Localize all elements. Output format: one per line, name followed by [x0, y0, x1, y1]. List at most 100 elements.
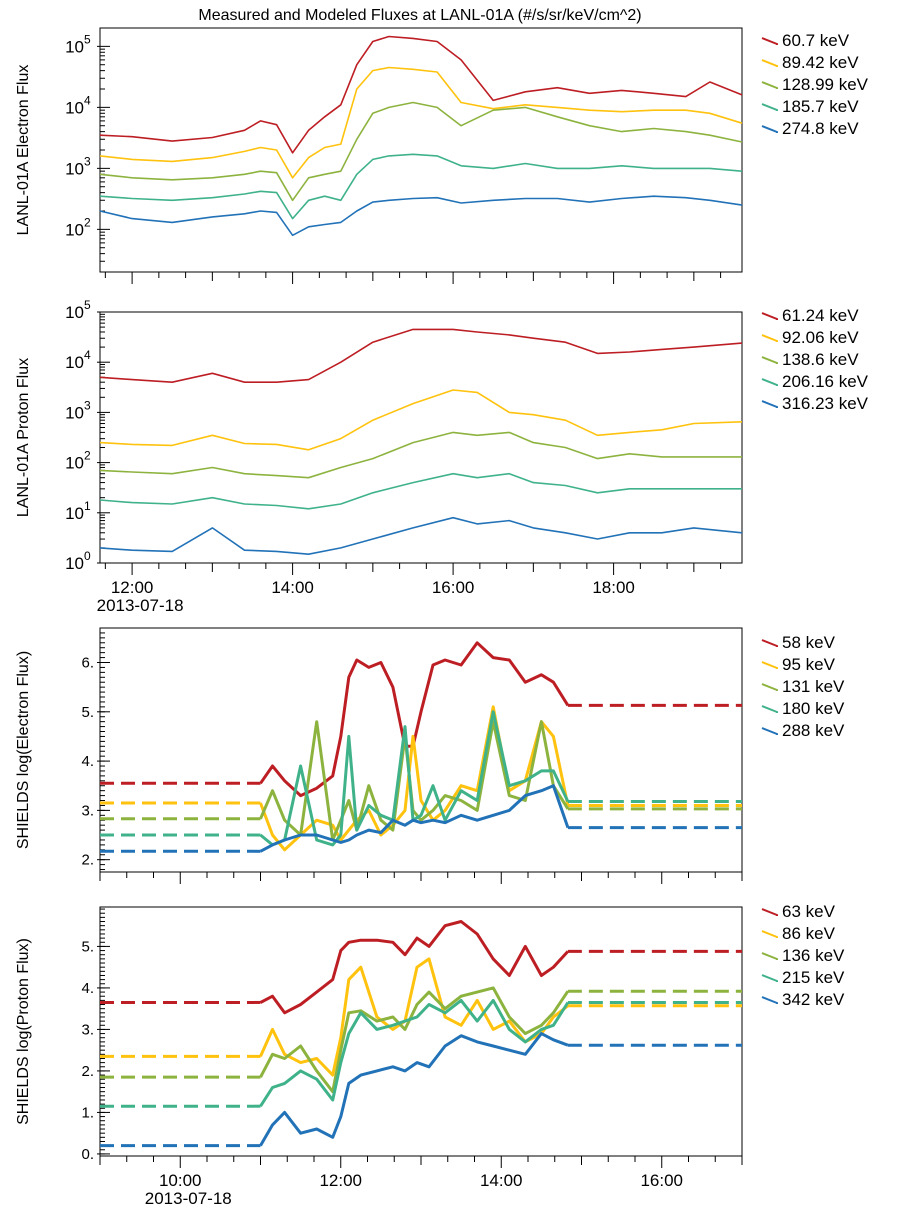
legend-label: 316.23 keV	[782, 394, 869, 413]
series-line	[99, 389, 743, 451]
y-tick-label: 10	[65, 554, 84, 573]
series-line	[259, 710, 570, 847]
legend-label: 180 keV	[782, 699, 845, 718]
y-tick-label: 5.	[81, 938, 94, 955]
legend-swatch	[761, 705, 778, 713]
series-line	[259, 998, 570, 1108]
y-tick-label: 10	[65, 353, 84, 372]
legend-label: 206.16 keV	[782, 372, 869, 391]
y-axis-label: LANL-01A Proton Flux	[15, 358, 32, 517]
x-tick-label: 12:00	[111, 578, 154, 597]
legend-label: 89.42 keV	[782, 53, 859, 72]
y-tick-label: 1.	[81, 1104, 94, 1121]
legend-swatch	[761, 378, 778, 386]
x-tick-label: 18:00	[592, 578, 635, 597]
y-tick-exponent: 1	[84, 499, 91, 513]
y-tick-label: 10	[65, 504, 84, 523]
legend-swatch	[761, 996, 778, 1004]
y-tick-exponent: 5	[84, 298, 91, 312]
legend-label: 60.7 keV	[782, 31, 850, 50]
legend-label: 131 keV	[782, 677, 845, 696]
legend-label: 215 keV	[782, 968, 845, 987]
legend-label: 274.8 keV	[782, 119, 859, 138]
x-date-label: 2013-07-18	[97, 596, 184, 615]
legend-swatch	[761, 908, 778, 916]
series-line	[259, 641, 570, 798]
x-tick-label: 12:00	[319, 1171, 362, 1190]
legend-swatch	[761, 661, 778, 669]
legend-swatch	[761, 639, 778, 647]
series-line	[99, 516, 743, 556]
y-axis-label: SHIELDS log(Proton Flux)	[15, 938, 32, 1125]
y-tick-label: 4.	[81, 753, 94, 770]
y-axis-label: SHIELDS log(Electron Flux)	[15, 651, 32, 849]
y-tick-label: 4.	[81, 980, 94, 997]
y-tick-label: 10	[65, 303, 84, 322]
y-tick-exponent: 3	[84, 154, 91, 168]
plot-frame	[99, 311, 743, 564]
y-tick-label: 0.	[81, 1146, 94, 1163]
legend-swatch	[761, 952, 778, 960]
legend-swatch	[761, 81, 778, 89]
y-tick-label: 5.	[81, 704, 94, 721]
series-line	[99, 195, 743, 237]
chart-panel-electron_shields: 2. 3. 4. 5. 6. SHIELDS log(Electron Flux) 58 k…	[15, 627, 845, 884]
y-tick-label: 6.	[81, 655, 94, 672]
y-tick-exponent: 2	[84, 215, 91, 229]
y-tick-exponent: 2	[84, 449, 91, 463]
y-tick-label: 10	[65, 454, 84, 473]
legend-swatch	[761, 125, 778, 133]
series-line	[259, 986, 570, 1094]
y-tick-label: 10	[65, 220, 84, 239]
legend-label: 63 keV	[782, 902, 836, 921]
legend-label: 136 keV	[782, 946, 845, 965]
legend-label: 342 keV	[782, 990, 845, 1009]
x-tick-label: 16:00	[432, 578, 475, 597]
legend-swatch	[761, 59, 778, 67]
series-line	[99, 101, 743, 202]
legend-swatch	[761, 974, 778, 982]
y-tick-exponent: 3	[84, 398, 91, 412]
y-tick-label: 3.	[81, 802, 94, 819]
legend-swatch	[761, 727, 778, 735]
y-tick-label: 10	[65, 159, 84, 178]
legend-label: 61.24 keV	[782, 306, 859, 325]
y-tick-label: 2.	[81, 1063, 94, 1080]
y-tick-exponent: 5	[84, 32, 91, 46]
y-tick-label: 10	[65, 98, 84, 117]
y-tick-label: 10	[65, 403, 84, 422]
legend-label: 185.7 keV	[782, 97, 859, 116]
y-tick-label: 10	[65, 37, 84, 56]
legend-swatch	[761, 37, 778, 45]
series-line	[99, 472, 742, 510]
legend-swatch	[761, 683, 778, 691]
legend-swatch	[761, 312, 778, 320]
series-line	[259, 920, 570, 1015]
y-tick-exponent: 4	[84, 93, 91, 107]
legend-swatch	[761, 334, 778, 342]
legend-label: 138.6 keV	[782, 350, 859, 369]
series-line	[259, 1032, 569, 1147]
x-tick-label: 14:00	[271, 578, 314, 597]
x-date-label: 2013-07-18	[145, 1189, 232, 1208]
legend-label: 288 keV	[782, 721, 845, 740]
x-tick-label: 16:00	[640, 1171, 683, 1190]
plot-frame	[99, 906, 743, 1157]
y-tick-exponent: 0	[84, 549, 91, 563]
series-line	[99, 328, 743, 384]
series-line	[99, 431, 742, 479]
legend-swatch	[761, 400, 778, 408]
figure-title: Measured and Modeled Fluxes at LANL-01A …	[198, 7, 641, 24]
series-line	[99, 66, 743, 179]
legend-swatch	[761, 103, 778, 111]
y-axis-label: LANL-01A Electron Flux	[15, 65, 32, 236]
x-tick-label: 14:00	[480, 1171, 523, 1190]
legend-label: 95 keV	[782, 655, 836, 674]
legend-label: 128.99 keV	[782, 75, 869, 94]
y-tick-exponent: 4	[84, 348, 91, 362]
y-tick-label: 3.	[81, 1021, 94, 1038]
